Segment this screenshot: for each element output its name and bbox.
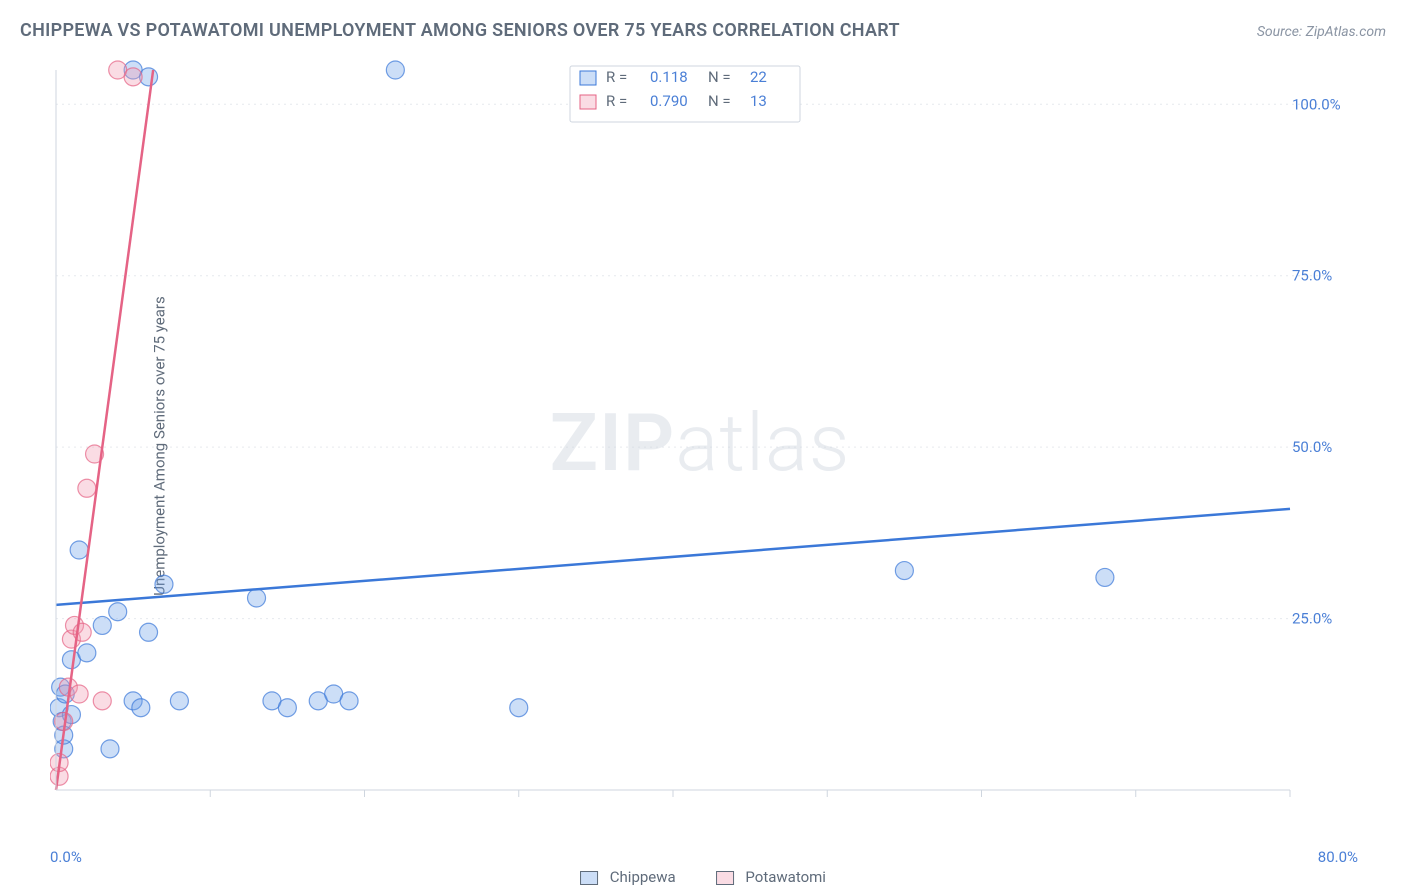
data-point [1096,568,1114,586]
data-point [93,616,111,634]
svg-text:22: 22 [750,68,767,86]
trend-line-chippewa [56,509,1290,605]
plot-area: 25.0% 50.0% 75.0% 100.0% ZIPatlas R = 0.118 N… [50,60,1350,830]
svg-text:R =: R = [606,68,627,86]
data-point [93,692,111,710]
chart-title: CHIPPEWA VS POTAWATOMI UNEMPLOYMENT AMON… [20,20,900,41]
data-point [78,479,96,497]
data-point [248,589,266,607]
data-point [132,699,150,717]
data-point [510,699,528,717]
watermark: ZIPatlas [550,396,851,490]
legend-swatch-blue [580,871,598,885]
stats-swatch [580,95,596,109]
data-point [70,541,88,559]
data-point [140,623,158,641]
data-point [124,68,142,86]
svg-text:25.0%: 25.0% [1292,610,1332,628]
data-point [109,603,127,621]
legend-item-chippewa: Chippewa [580,868,676,886]
legend-item-potawatomi: Potawatomi [716,868,826,886]
x-axis-min-label: 0.0% [50,848,82,866]
svg-text:R =: R = [606,92,627,110]
stats-swatch [580,71,596,85]
svg-text:0.790: 0.790 [650,92,688,110]
data-point [78,644,96,662]
svg-text:100.0%: 100.0% [1292,95,1341,113]
data-point [278,699,296,717]
data-point [895,562,913,580]
svg-text:N =: N = [708,92,731,110]
data-point [70,685,88,703]
trend-line-potawatomi [56,70,153,790]
legend-swatch-pink [716,871,734,885]
data-point [155,575,173,593]
data-point [386,61,404,79]
chart-container: CHIPPEWA VS POTAWATOMI UNEMPLOYMENT AMON… [0,0,1406,892]
svg-text:0.118: 0.118 [650,68,688,86]
x-axis-max-label: 80.0% [1318,848,1358,866]
data-point [101,740,119,758]
svg-text:75.0%: 75.0% [1292,267,1332,285]
svg-text:N =: N = [708,68,731,86]
svg-text:13: 13 [750,92,767,110]
bottom-legend: Chippewa Potawatomi [580,868,826,886]
plot-svg: 25.0% 50.0% 75.0% 100.0% ZIPatlas R = 0.118 N… [50,60,1350,830]
source-attribution: Source: ZipAtlas.com [1257,24,1386,40]
svg-text:50.0%: 50.0% [1292,438,1332,456]
data-point [170,692,188,710]
data-point [340,692,358,710]
